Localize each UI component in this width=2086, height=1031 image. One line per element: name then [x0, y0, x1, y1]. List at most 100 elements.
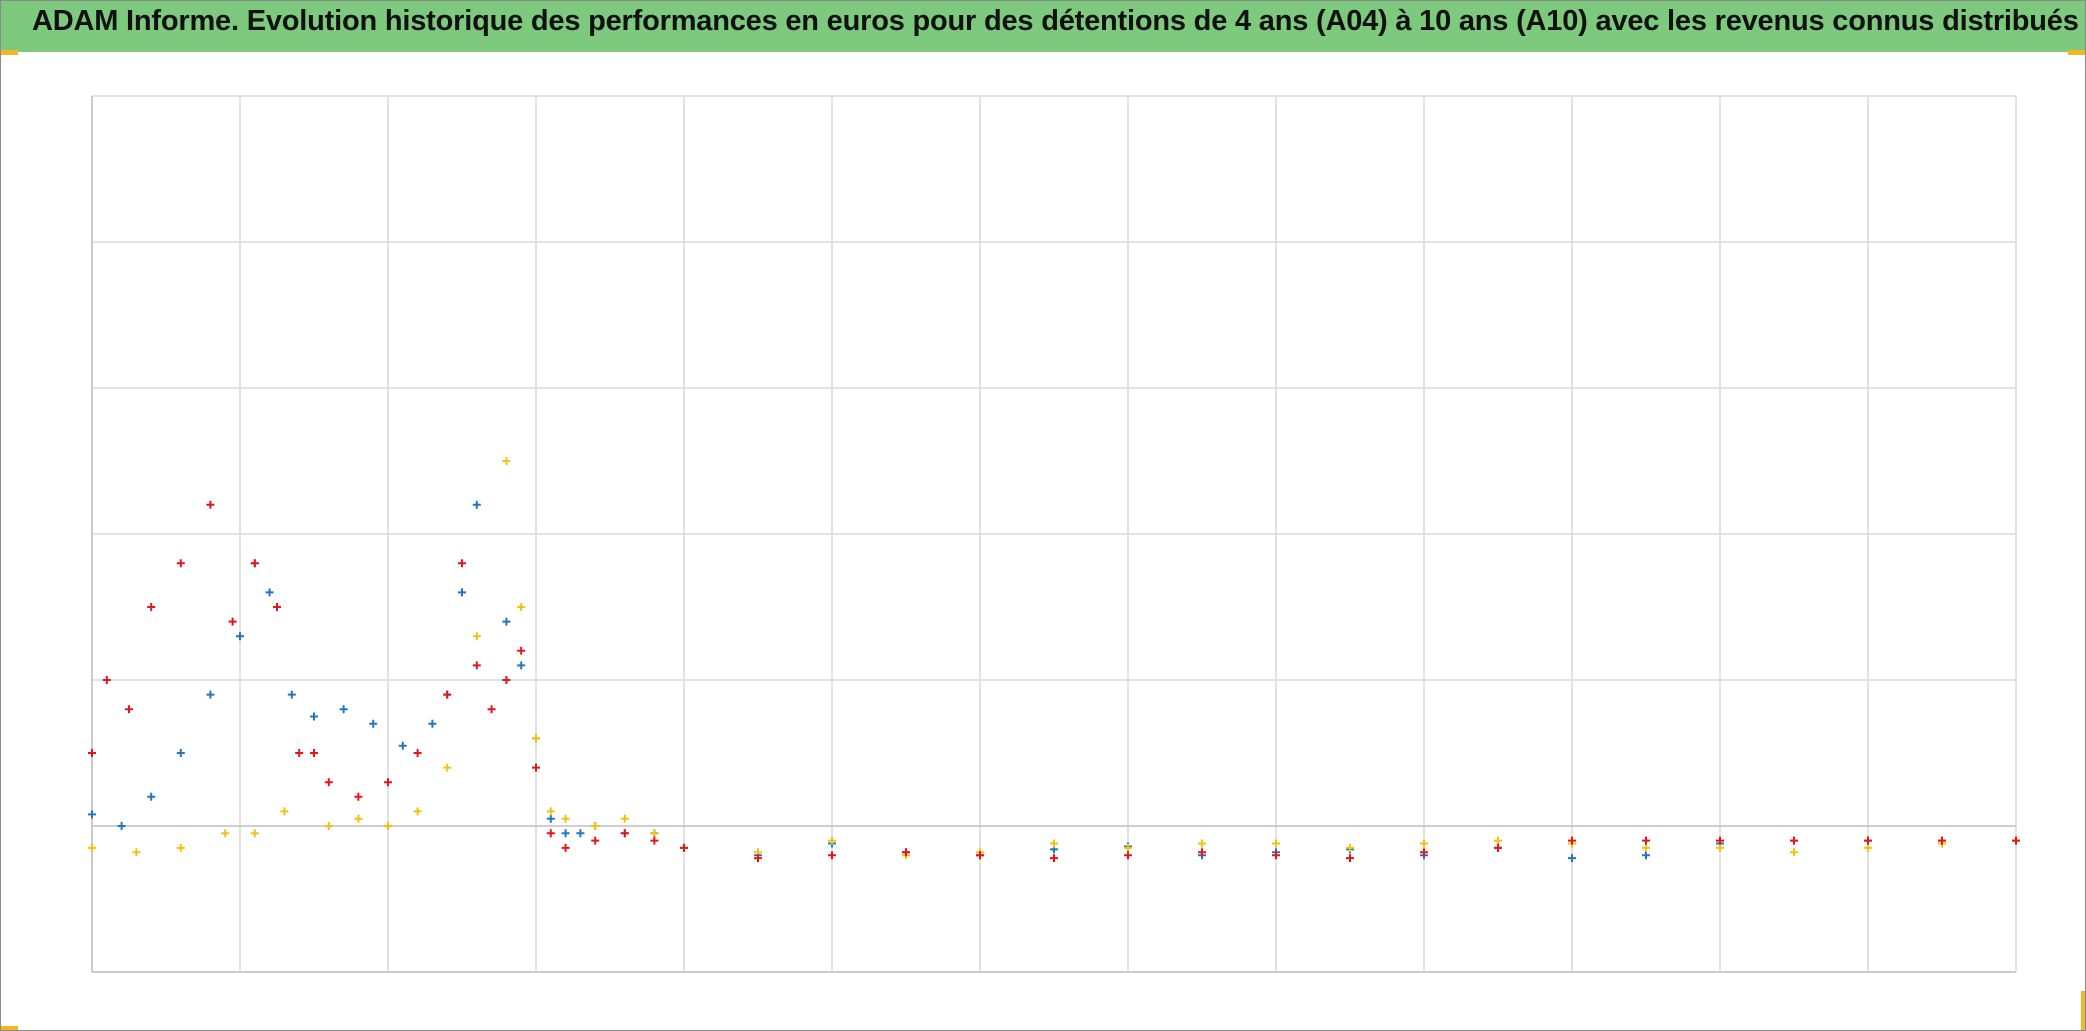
data-point: [295, 749, 304, 757]
data-point: [354, 814, 363, 823]
series-3: [88, 500, 2020, 863]
data-point: [228, 617, 237, 626]
data-point: [125, 705, 133, 714]
data-point: [310, 749, 318, 757]
data-point: [221, 829, 230, 838]
data-point: [591, 822, 600, 830]
data-point: [502, 617, 511, 626]
data-point: [369, 719, 378, 728]
data-point: [287, 690, 296, 699]
data-point: [502, 676, 511, 684]
data-point: [413, 807, 422, 816]
data-point: [1272, 851, 1280, 860]
data-point: [1864, 843, 1872, 852]
data-point: [561, 814, 570, 823]
data-point: [1124, 843, 1132, 852]
data-point: [1716, 843, 1724, 852]
data-point: [147, 603, 156, 611]
data-point: [206, 690, 215, 699]
data-point: [117, 822, 126, 830]
data-point: [1642, 843, 1650, 852]
data-point: [680, 843, 688, 852]
data-point: [443, 690, 452, 699]
data-point: [1050, 839, 1058, 848]
data-point: [236, 632, 244, 641]
data-point: [273, 603, 281, 611]
data-point: [828, 851, 836, 860]
corner-mark-top-left: [0, 50, 18, 55]
data-point: [88, 843, 96, 852]
data-point: [517, 646, 526, 655]
data-point: [384, 822, 392, 830]
data-point: [1346, 854, 1354, 863]
corner-mark-top-right: [2068, 50, 2086, 55]
data-point: [1790, 836, 1798, 845]
data-point: [1420, 848, 1428, 857]
data-point: [1494, 836, 1502, 845]
data-point: [1272, 839, 1280, 848]
series-2: [88, 457, 2020, 860]
data-point: [650, 829, 659, 838]
data-point: [1642, 851, 1650, 860]
data-point: [1790, 848, 1798, 857]
data-point: [88, 749, 96, 757]
data-point: [561, 843, 570, 852]
data-point: [2012, 836, 2020, 845]
data-point: [398, 741, 407, 750]
data-point: [324, 778, 333, 787]
data-point: [1494, 843, 1502, 852]
data-point: [754, 854, 762, 863]
data-point: [502, 457, 511, 465]
data-point: [902, 848, 910, 857]
data-point: [620, 829, 629, 838]
data-point: [561, 829, 570, 838]
data-point: [1864, 836, 1872, 845]
data-point: [413, 749, 422, 757]
data-point: [1198, 848, 1206, 857]
data-point: [620, 814, 629, 823]
data-point: [102, 676, 111, 684]
data-point: [88, 810, 96, 819]
data-point: [443, 763, 452, 772]
data-point: [546, 829, 555, 838]
data-point: [828, 836, 836, 845]
data-point: [1716, 836, 1724, 845]
title-bar: ADAM Informe. Evolution historique des p…: [0, 0, 2086, 52]
data-point: [324, 822, 333, 830]
data-point: [546, 807, 555, 816]
data-point: [458, 588, 466, 597]
data-point: [310, 712, 318, 721]
data-point: [1124, 851, 1132, 860]
data-point: [354, 792, 363, 801]
data-point: [265, 588, 274, 597]
data-point: [487, 705, 496, 714]
data-point: [591, 836, 600, 845]
data-point: [472, 500, 481, 509]
data-point: [206, 500, 215, 509]
data-point: [576, 829, 585, 838]
data-point: [1568, 854, 1576, 863]
data-point: [250, 559, 259, 568]
data-point: [976, 851, 984, 860]
data-point: [384, 778, 392, 787]
data-point: [250, 829, 259, 838]
data-point: [517, 661, 526, 670]
data-point: [532, 763, 540, 772]
data-point: [1420, 839, 1428, 848]
data-point: [132, 848, 141, 857]
data-point: [472, 632, 481, 641]
data-point: [546, 814, 555, 823]
corner-mark-bottom-left: [0, 1026, 18, 1031]
data-point: [1050, 854, 1058, 863]
data-point: [1938, 836, 1946, 845]
data-point: [176, 559, 185, 568]
data-point: [280, 807, 289, 816]
chart-title: ADAM Informe. Evolution historique des p…: [32, 5, 2079, 37]
data-point: [1568, 836, 1576, 845]
data-point: [339, 705, 348, 714]
data-point: [176, 843, 185, 852]
data-point: [176, 749, 185, 757]
data-point: [472, 661, 481, 670]
corner-mark-bottom-right: [2081, 991, 2086, 1031]
